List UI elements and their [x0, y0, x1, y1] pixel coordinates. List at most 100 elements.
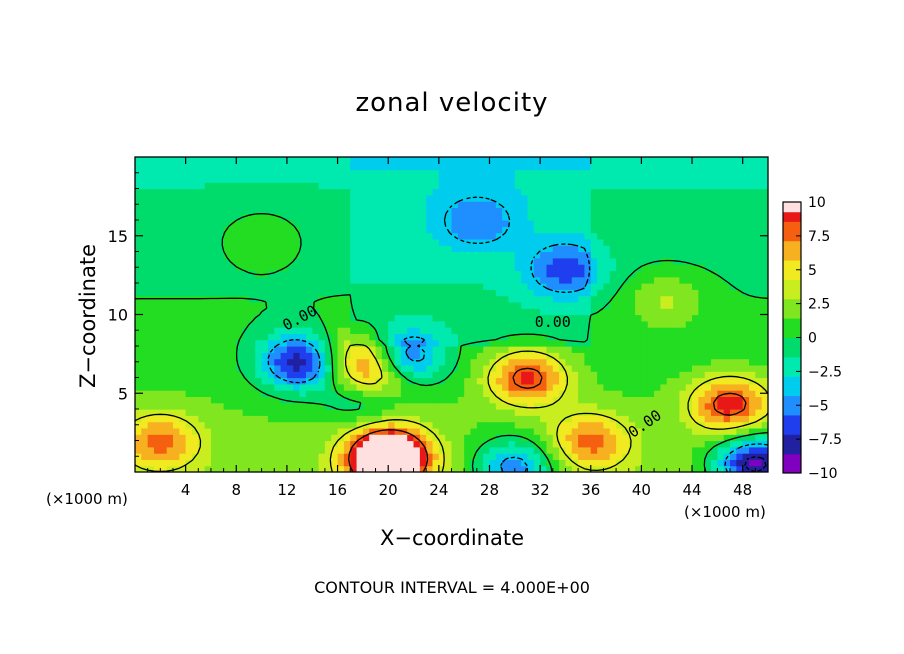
field-cell — [565, 301, 573, 309]
field-cell — [635, 327, 642, 334]
field-cell — [280, 314, 288, 322]
field-cell — [521, 163, 529, 171]
field-cell — [204, 232, 212, 240]
field-cell — [730, 459, 737, 467]
field-cell — [400, 358, 408, 366]
field-cell — [400, 377, 408, 385]
field-cell — [470, 308, 478, 316]
field-cell — [438, 440, 446, 448]
field-cell — [736, 427, 744, 435]
field-cell — [432, 182, 440, 190]
field-cell — [723, 232, 731, 240]
field-cell — [476, 213, 484, 221]
field-cell — [451, 276, 459, 284]
field-cell — [502, 213, 510, 221]
field-cell — [185, 245, 193, 253]
field-cell — [508, 409, 516, 416]
field-cell — [261, 352, 269, 360]
field-cell — [438, 169, 446, 177]
field-cell — [527, 465, 535, 472]
field-cell — [236, 226, 244, 234]
field-cell — [679, 201, 687, 208]
field-cell — [508, 207, 516, 215]
field-cell — [673, 276, 680, 284]
field-cell — [255, 283, 263, 290]
field-cell — [559, 320, 567, 328]
field-cell — [533, 434, 541, 442]
field-cell — [141, 301, 149, 309]
field-cell — [356, 453, 364, 460]
field-cell — [622, 352, 630, 360]
field-cell — [559, 295, 567, 303]
field-cell — [407, 320, 415, 328]
field-cell — [742, 396, 750, 404]
field-cell — [331, 390, 339, 397]
field-cell — [755, 459, 763, 467]
field-cell — [172, 453, 180, 460]
field-cell — [761, 371, 768, 379]
field-cell — [419, 308, 427, 316]
field-cell — [717, 346, 725, 353]
field-cell — [489, 163, 497, 171]
field-cell — [438, 434, 446, 442]
field-cell — [578, 421, 586, 429]
field-cell — [160, 175, 168, 183]
field-cell — [533, 201, 541, 208]
field-cell — [546, 207, 554, 215]
field-cell — [381, 169, 389, 177]
field-cell — [229, 364, 237, 372]
field-cell — [451, 421, 459, 429]
field-cell — [609, 251, 617, 259]
field-cell — [647, 421, 655, 429]
field-cell — [685, 308, 693, 316]
field-cell — [166, 383, 174, 391]
field-cell — [185, 157, 193, 164]
field-cell — [147, 163, 155, 171]
field-cell — [755, 421, 763, 429]
field-cell — [236, 427, 244, 435]
field-cell — [369, 276, 377, 284]
field-cell — [217, 364, 225, 372]
field-cell — [755, 465, 763, 472]
field-cell — [426, 434, 434, 442]
field-cell — [495, 238, 503, 246]
field-cell — [685, 194, 693, 202]
field-cell — [559, 346, 567, 353]
field-cell — [489, 465, 497, 472]
field-cell — [286, 232, 294, 240]
field-cell — [223, 320, 231, 328]
field-cell — [666, 402, 674, 410]
field-cell — [160, 427, 168, 435]
field-cell — [318, 409, 326, 416]
field-cell — [255, 295, 263, 303]
field-cell — [704, 264, 712, 271]
field-cell — [293, 402, 301, 410]
field-cell — [508, 346, 516, 353]
field-cell — [432, 295, 440, 303]
field-cell — [356, 327, 364, 334]
field-cell — [730, 364, 737, 372]
field-cell — [495, 245, 503, 253]
field-cell — [356, 220, 364, 227]
field-cell — [229, 295, 237, 303]
field-cell — [261, 188, 269, 196]
field-cell — [147, 427, 155, 435]
field-cell — [324, 383, 332, 391]
field-cell — [647, 320, 655, 328]
field-cell — [527, 220, 535, 227]
field-cell — [457, 358, 465, 366]
field-cell — [565, 220, 573, 227]
field-cell — [666, 276, 674, 284]
field-cell — [388, 182, 396, 190]
field-cell — [350, 339, 358, 347]
field-cell — [160, 409, 168, 416]
field-cell — [711, 314, 718, 322]
field-cell — [654, 238, 661, 246]
field-cell — [324, 207, 332, 215]
field-cell — [483, 446, 491, 454]
field-cell — [375, 371, 383, 379]
field-cell — [185, 364, 193, 372]
field-cell — [388, 226, 396, 234]
field-cell — [261, 409, 269, 416]
field-cell — [647, 264, 655, 271]
